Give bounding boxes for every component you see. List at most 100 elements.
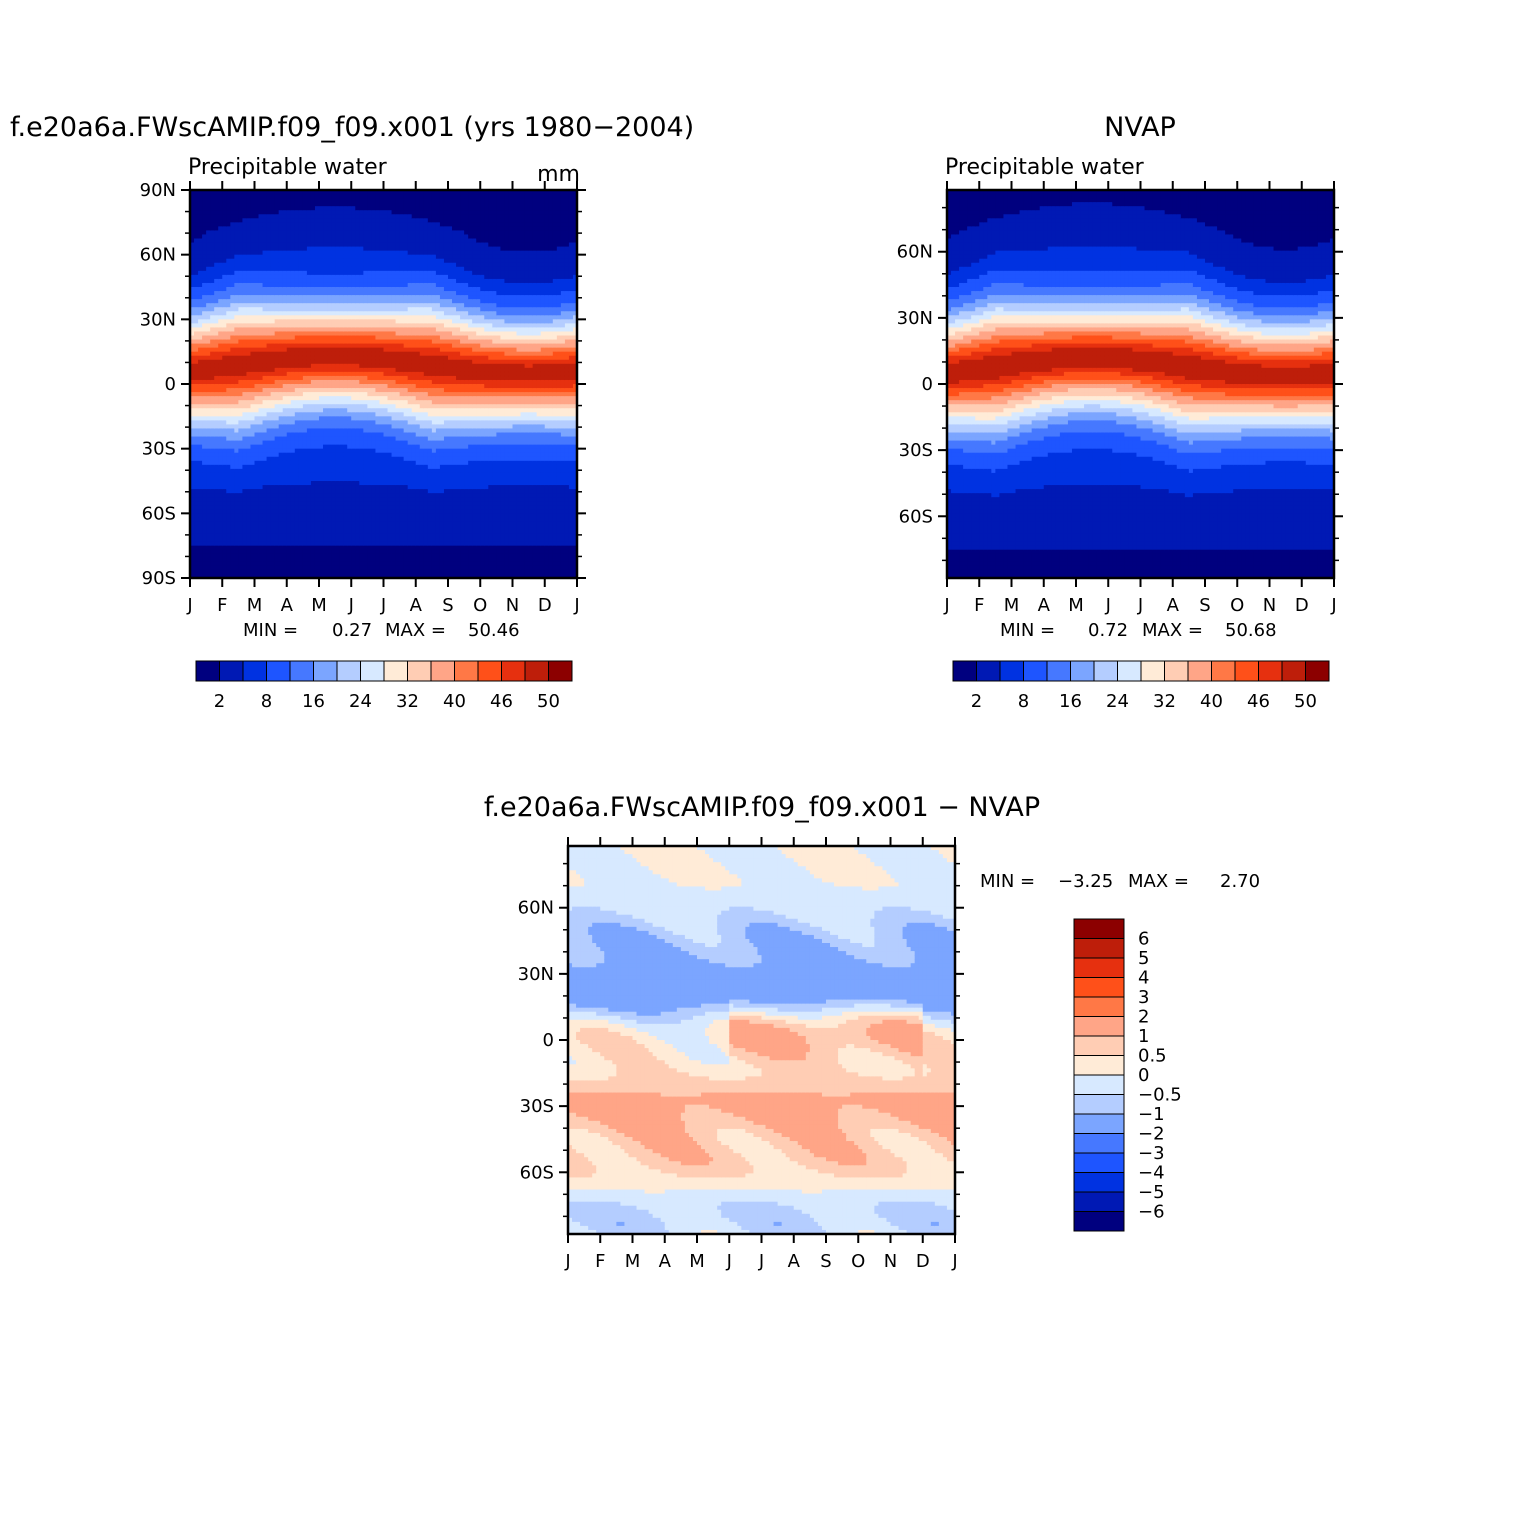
field-cell	[255, 259, 260, 264]
field-cell	[226, 210, 231, 215]
field-cell	[259, 194, 264, 199]
field-cell	[246, 530, 251, 535]
field-cell	[194, 461, 199, 466]
field-cell	[194, 384, 199, 389]
field-cell	[210, 319, 215, 324]
field-cell	[222, 239, 227, 244]
field-cell	[226, 396, 231, 401]
field-cell	[198, 416, 203, 421]
field-cell	[230, 562, 235, 567]
field-cell	[218, 364, 223, 369]
field-cell	[246, 348, 251, 353]
field-cell	[198, 372, 203, 377]
field-cell	[234, 352, 239, 357]
field-cell	[234, 525, 239, 530]
field-cell	[234, 538, 239, 543]
field-cell	[242, 416, 247, 421]
field-cell	[194, 509, 199, 514]
field-cell	[214, 295, 219, 300]
field-cell	[230, 279, 235, 284]
field-cell	[194, 259, 199, 264]
field-cell	[222, 404, 227, 409]
field-cell	[246, 287, 251, 292]
field-cell	[226, 550, 231, 555]
field-cell	[214, 388, 219, 393]
field-cell	[194, 489, 199, 494]
field-cell	[194, 437, 199, 442]
field-cell	[250, 336, 255, 341]
field-cell	[222, 267, 227, 272]
field-cell	[238, 513, 243, 518]
field-cell	[206, 214, 211, 219]
field-cell	[238, 562, 243, 567]
field-cell	[242, 239, 247, 244]
field-cell	[198, 546, 203, 551]
field-cell	[202, 554, 207, 559]
field-cell	[214, 348, 219, 353]
field-cell	[222, 323, 227, 328]
field-cell	[206, 525, 211, 530]
field-cell	[210, 243, 215, 248]
field-cell	[246, 234, 251, 239]
field-cell	[238, 267, 243, 272]
field-cell	[198, 445, 203, 450]
field-cell	[222, 206, 227, 211]
field-cell	[218, 239, 223, 244]
field-cell	[242, 388, 247, 393]
field-cell	[230, 538, 235, 543]
field-cell	[210, 481, 215, 486]
field-cell	[234, 230, 239, 235]
field-cell	[230, 530, 235, 535]
field-cell	[214, 271, 219, 276]
field-cell	[198, 198, 203, 203]
field-cell	[255, 251, 260, 256]
field-cell	[226, 295, 231, 300]
field-cell	[202, 323, 207, 328]
field-cell	[218, 469, 223, 474]
field-cell	[226, 291, 231, 296]
field-cell	[250, 513, 255, 518]
field-cell	[214, 445, 219, 450]
field-cell	[202, 416, 207, 421]
field-cell	[206, 477, 211, 482]
field-cell	[238, 445, 243, 450]
field-cell	[210, 388, 215, 393]
field-cell	[246, 352, 251, 357]
field-cell	[242, 473, 247, 478]
field-cell	[246, 566, 251, 571]
field-cell	[230, 327, 235, 332]
field-cell	[218, 534, 223, 539]
field-cell	[198, 534, 203, 539]
field-cell	[210, 408, 215, 413]
field-cell	[198, 473, 203, 478]
field-cell	[222, 271, 227, 276]
field-cell	[246, 360, 251, 365]
field-cell	[255, 424, 260, 429]
field-cell	[246, 239, 251, 244]
field-cell	[234, 424, 239, 429]
field-cell	[238, 441, 243, 446]
field-cell	[234, 485, 239, 490]
field-cell	[202, 259, 207, 264]
field-cell	[218, 299, 223, 304]
field-cell	[226, 530, 231, 535]
field-cell	[206, 461, 211, 466]
field-cell	[222, 465, 227, 470]
field-cell	[194, 206, 199, 211]
field-cell	[210, 303, 215, 308]
field-cell	[218, 307, 223, 312]
field-cell	[202, 441, 207, 446]
field-cell	[202, 400, 207, 405]
field-cell	[202, 497, 207, 502]
field-cell	[198, 453, 203, 458]
field-cell	[222, 441, 227, 446]
field-cell	[246, 267, 251, 272]
field-cell	[214, 210, 219, 215]
field-cell	[214, 336, 219, 341]
field-cell	[226, 279, 231, 284]
field-cell	[210, 570, 215, 575]
field-cell	[222, 255, 227, 260]
field-cell	[250, 323, 255, 328]
field-cell	[194, 554, 199, 559]
field-cell	[206, 230, 211, 235]
